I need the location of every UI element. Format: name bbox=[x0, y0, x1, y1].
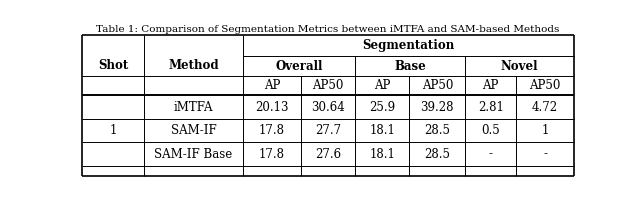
Text: 17.8: 17.8 bbox=[259, 124, 285, 138]
Text: Base: Base bbox=[394, 60, 426, 73]
Text: 39.28: 39.28 bbox=[420, 101, 454, 114]
Text: Table 1: Comparison of Segmentation Metrics between iMTFA and SAM-based Methods: Table 1: Comparison of Segmentation Metr… bbox=[96, 25, 560, 34]
Text: 28.5: 28.5 bbox=[424, 124, 451, 138]
Text: 18.1: 18.1 bbox=[369, 124, 395, 138]
Text: Segmentation: Segmentation bbox=[362, 39, 454, 52]
Text: AP50: AP50 bbox=[422, 79, 453, 92]
Text: 18.1: 18.1 bbox=[369, 147, 395, 161]
Text: Shot: Shot bbox=[98, 59, 129, 72]
Text: 17.8: 17.8 bbox=[259, 147, 285, 161]
Text: 27.7: 27.7 bbox=[315, 124, 341, 138]
Text: iMTFA: iMTFA bbox=[174, 101, 213, 114]
Text: Overall: Overall bbox=[275, 60, 323, 73]
Text: AP50: AP50 bbox=[312, 79, 344, 92]
Text: AP50: AP50 bbox=[529, 79, 561, 92]
Text: SAM-IF: SAM-IF bbox=[171, 124, 216, 138]
Text: 20.13: 20.13 bbox=[255, 101, 289, 114]
Text: Novel: Novel bbox=[500, 60, 538, 73]
Text: -: - bbox=[489, 147, 493, 161]
Text: AP: AP bbox=[483, 79, 499, 92]
Text: 25.9: 25.9 bbox=[369, 101, 396, 114]
Text: 1: 1 bbox=[541, 124, 548, 138]
Text: SAM-IF Base: SAM-IF Base bbox=[154, 147, 233, 161]
Text: 0.5: 0.5 bbox=[481, 124, 500, 138]
Text: 1: 1 bbox=[109, 124, 117, 137]
Text: -: - bbox=[543, 147, 547, 161]
Text: 27.6: 27.6 bbox=[315, 147, 341, 161]
Text: 30.64: 30.64 bbox=[311, 101, 345, 114]
Text: 4.72: 4.72 bbox=[532, 101, 558, 114]
Text: AP: AP bbox=[374, 79, 390, 92]
Text: Method: Method bbox=[168, 59, 219, 72]
Text: 2.81: 2.81 bbox=[478, 101, 504, 114]
Text: AP: AP bbox=[264, 79, 280, 92]
Text: 28.5: 28.5 bbox=[424, 147, 451, 161]
